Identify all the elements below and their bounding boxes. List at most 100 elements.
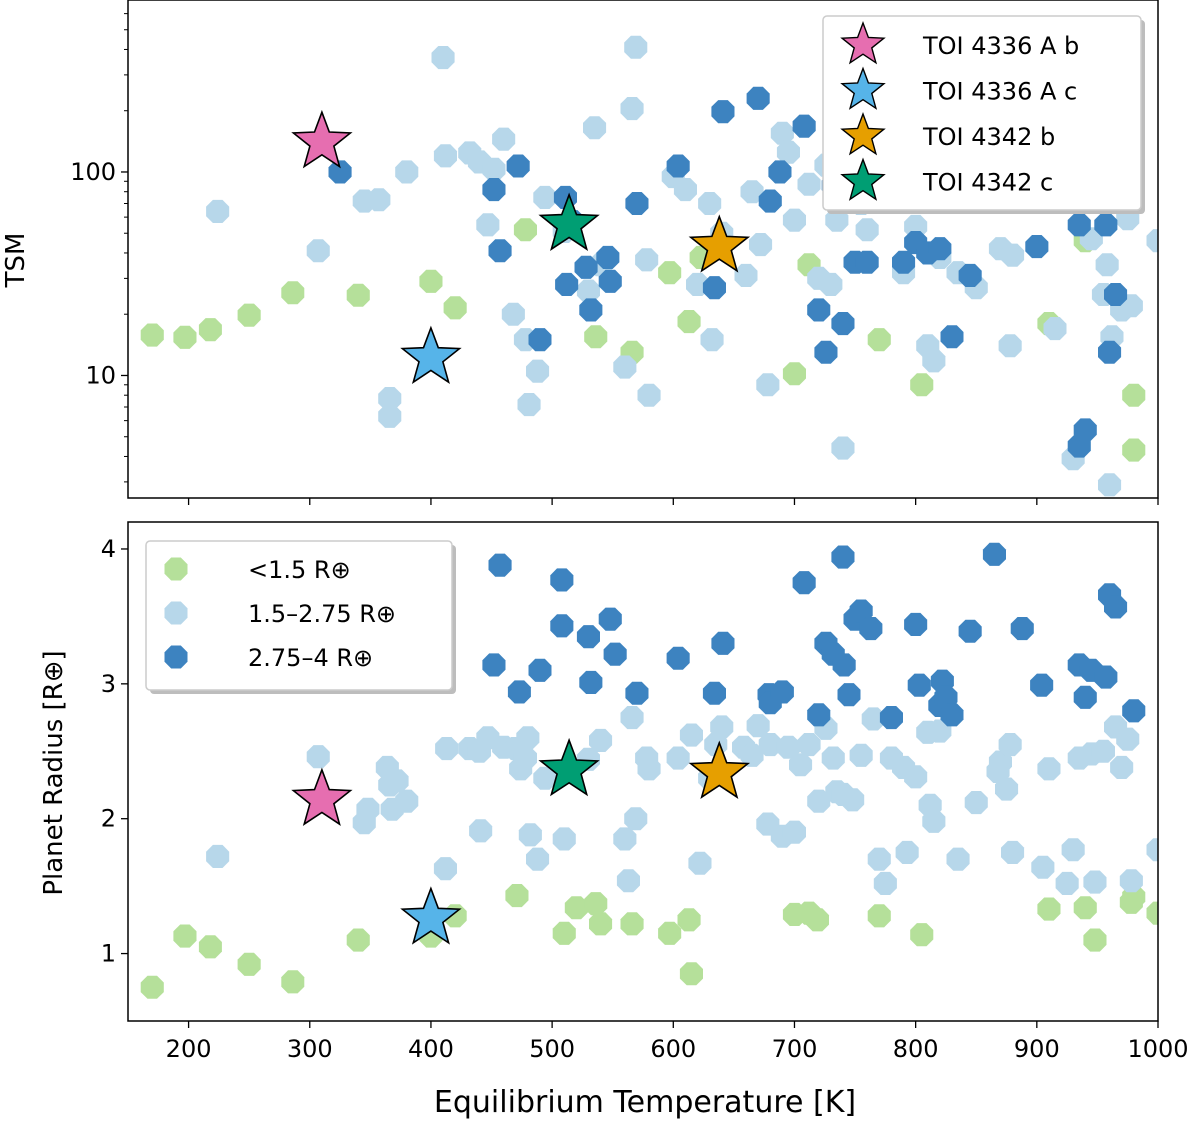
- x-tick-label: 500: [529, 1035, 575, 1063]
- star-marker-toi-4336-a-b: [291, 767, 353, 826]
- data-point-1-5-r: [782, 362, 806, 386]
- data-point-2-75-4-r: [940, 703, 964, 727]
- data-point-2-75-4-r: [328, 160, 352, 184]
- data-point-2-75-4-r: [807, 703, 831, 727]
- data-point-1-5-r: [198, 935, 222, 959]
- data-point-1-5-2-75-r: [513, 746, 537, 770]
- data-point-1-5-2-75-r: [849, 743, 873, 767]
- data-point-2-75-4-r: [768, 160, 792, 184]
- data-point-1-5-2-75-r: [770, 121, 794, 145]
- data-point-1-5-2-75-r: [841, 788, 865, 812]
- data-point-1-5-2-75-r: [206, 844, 230, 868]
- y-tick-label: 10: [85, 361, 116, 389]
- data-point-1-5-2-75-r: [679, 723, 703, 747]
- data-point-2-75-4-r: [855, 250, 879, 274]
- data-point-1-5-2-75-r: [758, 733, 782, 757]
- data-point-1-5-2-75-r: [1146, 838, 1158, 862]
- data-point-2-75-4-r: [1073, 418, 1097, 442]
- legend-label: TOI 4342 b: [922, 123, 1055, 151]
- data-point-1-5-r: [620, 912, 644, 936]
- data-point-2-75-4-r: [807, 298, 831, 322]
- data-point-1-5-r: [677, 310, 701, 334]
- data-point-2-75-4-r: [928, 237, 952, 261]
- star-marker-toi-4342-c: [538, 192, 600, 251]
- data-point-1-5-2-75-r: [776, 140, 800, 164]
- data-point-1-5-2-75-r: [928, 719, 952, 743]
- data-point-2-75-4-r: [849, 599, 873, 623]
- data-point-2-75-4-r: [792, 114, 816, 138]
- data-point-1-5-r: [679, 962, 703, 986]
- data-point-2-75-4-r: [879, 706, 903, 730]
- data-point-1-5-r: [677, 908, 701, 932]
- data-point-2-75-4-r: [940, 325, 964, 349]
- x-tick-label: 400: [408, 1035, 454, 1063]
- data-point-1-5-2-75-r: [998, 733, 1022, 757]
- data-point-1-5-2-75-r: [922, 809, 946, 833]
- data-point-1-5-2-75-r: [1119, 869, 1143, 893]
- data-point-1-5-2-75-r: [922, 349, 946, 373]
- data-point-2-75-4-r: [837, 683, 861, 707]
- data-point-2-75-4-r: [488, 553, 512, 577]
- data-point-1-5-r: [1073, 896, 1097, 920]
- data-point-2-75-4-r: [702, 681, 726, 705]
- data-point-1-5-2-75-r: [378, 387, 402, 411]
- data-point-1-5-2-75-r: [589, 728, 613, 752]
- data-point-2-75-4-r: [859, 617, 883, 641]
- data-point-2-75-4-r: [982, 542, 1006, 566]
- data-point-1-5-2-75-r: [895, 840, 919, 864]
- data-point-1-5-2-75-r: [624, 35, 648, 59]
- data-point-2-75-4-r: [625, 681, 649, 705]
- data-point-1-5-2-75-r: [492, 127, 516, 151]
- data-point-1-5-2-75-r: [782, 208, 806, 232]
- data-point-2-75-4-r: [1094, 665, 1118, 689]
- data-point-1-5-2-75-r: [855, 218, 879, 242]
- top-panel: 10 100 TOI 4336 A b TOI 4336 A c TOI 4342 b T…: [70, 0, 1159, 505]
- axes-frame-bottom: [127, 521, 1159, 1022]
- data-point-2-75-4-r: [598, 269, 622, 293]
- data-point-2-75-4-r: [482, 178, 506, 202]
- data-point-1-5-r: [346, 928, 370, 952]
- data-point-1-5-2-75-r: [306, 239, 330, 263]
- legend-star-icon: [840, 66, 886, 110]
- data-point-2-75-4-r: [528, 658, 552, 682]
- data-point-1-5-2-75-r: [501, 302, 525, 326]
- data-point-1-5-r: [1146, 901, 1158, 925]
- data-point-2-75-4-r: [482, 653, 506, 677]
- data-point-1-5-2-75-r: [526, 847, 550, 871]
- legend-point-icon: [164, 645, 188, 669]
- data-point-2-75-4-r: [832, 653, 856, 677]
- data-point-1-5-2-75-r: [1001, 243, 1025, 267]
- data-point-1-5-2-75-r: [1091, 739, 1115, 763]
- data-point-1-5-2-75-r: [1055, 871, 1079, 895]
- bottom-y-axis-label: Planet Radius [R⊕]: [39, 650, 69, 895]
- data-point-1-5-2-75-r: [476, 213, 500, 237]
- data-point-1-5-r: [589, 912, 613, 936]
- data-point-1-5-2-75-r: [688, 851, 712, 875]
- x-tick-label: 800: [893, 1035, 939, 1063]
- data-point-1-5-2-75-r: [673, 178, 697, 202]
- data-point-1-5-r: [584, 892, 608, 916]
- legend-bottom: [145, 540, 453, 691]
- data-point-1-5-2-75-r: [756, 373, 780, 397]
- data-point-1-5-r: [1083, 928, 1107, 952]
- data-point-1-5-2-75-r: [782, 820, 806, 844]
- data-point-1-5-r: [173, 325, 197, 349]
- data-point-2-75-4-r: [666, 154, 690, 178]
- data-point-1-5-r: [443, 296, 467, 320]
- data-point-1-5-2-75-r: [749, 233, 773, 257]
- y-tick-label: 4: [101, 535, 116, 563]
- data-point-1-5-2-75-r: [613, 355, 637, 379]
- data-point-1-5-2-75-r: [819, 272, 843, 296]
- data-point-1-5-2-75-r: [635, 248, 659, 272]
- data-point-1-5-2-75-r: [378, 404, 402, 428]
- data-point-1-5-r: [281, 970, 305, 994]
- data-point-1-5-r: [513, 218, 537, 242]
- data-point-2-75-4-r: [904, 612, 928, 636]
- data-point-2-75-4-r: [576, 625, 600, 649]
- data-point-1-5-2-75-r: [385, 769, 409, 793]
- data-point-1-5-2-75-r: [734, 263, 758, 287]
- data-point-1-5-2-75-r: [946, 847, 970, 871]
- data-point-1-5-2-75-r: [395, 160, 419, 184]
- data-point-1-5-2-75-r: [821, 746, 845, 770]
- data-point-1-5-r: [1037, 897, 1061, 921]
